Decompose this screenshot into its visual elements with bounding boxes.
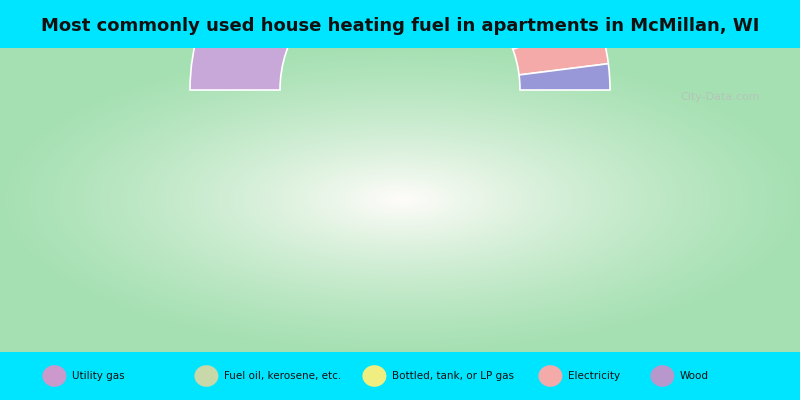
- Wedge shape: [190, 0, 363, 90]
- Wedge shape: [485, 0, 598, 49]
- Ellipse shape: [194, 365, 218, 387]
- Text: Electricity: Electricity: [568, 371, 620, 381]
- Ellipse shape: [650, 365, 674, 387]
- Ellipse shape: [362, 365, 386, 387]
- Ellipse shape: [538, 365, 562, 387]
- Wedge shape: [335, 0, 549, 5]
- Text: Most commonly used house heating fuel in apartments in McMillan, WI: Most commonly used house heating fuel in…: [41, 17, 759, 35]
- Text: Utility gas: Utility gas: [72, 371, 125, 381]
- Ellipse shape: [42, 365, 66, 387]
- Text: Bottled, tank, or LP gas: Bottled, tank, or LP gas: [392, 371, 514, 381]
- Wedge shape: [513, 19, 608, 75]
- Text: Wood: Wood: [680, 371, 709, 381]
- Text: City-Data.com: City-Data.com: [680, 92, 760, 102]
- Wedge shape: [519, 64, 610, 90]
- Text: Fuel oil, kerosene, etc.: Fuel oil, kerosene, etc.: [224, 371, 342, 381]
